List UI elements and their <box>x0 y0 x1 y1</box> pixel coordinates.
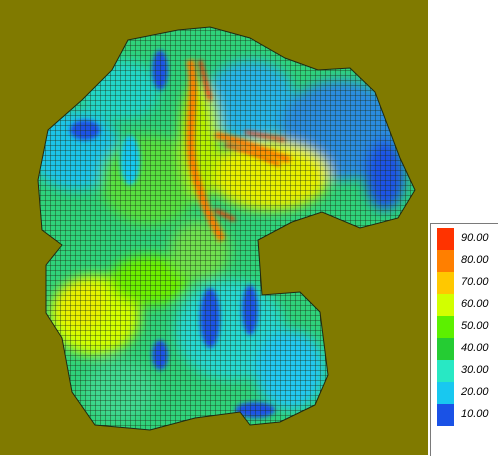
legend-label: 70.00 <box>461 276 489 288</box>
legend-entry-2: 80.00 <box>437 250 498 272</box>
legend-swatch <box>437 360 454 382</box>
legend-swatch <box>437 316 454 338</box>
legend-swatch <box>437 250 454 272</box>
legend-entry-1: 90.00 <box>437 228 498 250</box>
legend-entry-8: 20.00 <box>437 382 498 404</box>
legend-label: 50.00 <box>461 320 489 332</box>
legend-swatch <box>437 294 454 316</box>
legend-swatch <box>437 228 454 250</box>
legend-label: 10.00 <box>461 408 489 420</box>
legend-label: 40.00 <box>461 342 489 354</box>
color-legend: 90.00 80.00 70.00 60.00 50.00 40.00 30.0… <box>430 223 498 456</box>
legend-entry-3: 70.00 <box>437 272 498 294</box>
legend-entry-6: 40.00 <box>437 338 498 360</box>
legend-swatch <box>437 404 454 426</box>
legend-label: 20.00 <box>461 386 489 398</box>
legend-entry-7: 30.00 <box>437 360 498 382</box>
contour-map-panel <box>0 0 428 455</box>
contour-map <box>0 0 428 455</box>
legend-entry-4: 60.00 <box>437 294 498 316</box>
legend-swatch <box>437 382 454 404</box>
legend-entry-5: 50.00 <box>437 316 498 338</box>
legend-label: 60.00 <box>461 298 489 310</box>
legend-swatch <box>437 272 454 294</box>
legend-swatch <box>437 338 454 360</box>
legend-label: 90.00 <box>461 232 489 244</box>
legend-label: 80.00 <box>461 254 489 266</box>
legend-entry-9: 10.00 <box>437 404 498 426</box>
legend-label: 30.00 <box>461 364 489 376</box>
